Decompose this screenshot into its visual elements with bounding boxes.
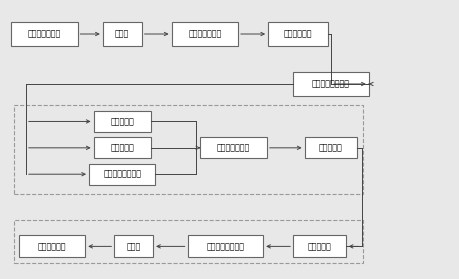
Text: 保温。: 保温。 (126, 242, 140, 251)
Text: 进料。: 进料。 (115, 30, 129, 39)
Text: 风机启动。: 风机启动。 (110, 143, 134, 152)
Text: 上下区开启加热。: 上下区开启加热。 (103, 170, 141, 179)
Text: 炉盖上升开启。: 炉盖上升开启。 (28, 30, 61, 39)
Text: 真空泵启动抜真空: 真空泵启动抜真空 (311, 80, 349, 88)
FancyBboxPatch shape (292, 235, 345, 258)
Text: 加入酒精。: 加入酒精。 (319, 143, 342, 152)
FancyBboxPatch shape (171, 22, 237, 46)
FancyBboxPatch shape (114, 235, 153, 258)
FancyBboxPatch shape (93, 111, 151, 132)
Text: 通入氯气。: 通入氯气。 (110, 117, 134, 126)
Text: 排气口打开调节: 排气口打开调节 (217, 143, 250, 152)
Text: 开盖出料。: 开盖出料。 (307, 242, 330, 251)
Text: 炉盖下降关闭。: 炉盖下降关闭。 (188, 30, 221, 39)
FancyBboxPatch shape (200, 138, 266, 158)
Text: 停氯通氯气。: 停氯通氯气。 (38, 242, 66, 251)
FancyBboxPatch shape (19, 235, 85, 258)
FancyBboxPatch shape (268, 22, 327, 46)
FancyBboxPatch shape (304, 138, 357, 158)
FancyBboxPatch shape (292, 72, 368, 96)
FancyBboxPatch shape (102, 22, 141, 46)
FancyBboxPatch shape (89, 164, 155, 185)
FancyBboxPatch shape (187, 235, 263, 258)
Text: 炉压调节废气排放: 炉压调节废气排放 (206, 242, 244, 251)
FancyBboxPatch shape (11, 22, 78, 46)
Text: 排气口关闭。: 排气口关闭。 (283, 30, 312, 39)
FancyBboxPatch shape (93, 138, 151, 158)
